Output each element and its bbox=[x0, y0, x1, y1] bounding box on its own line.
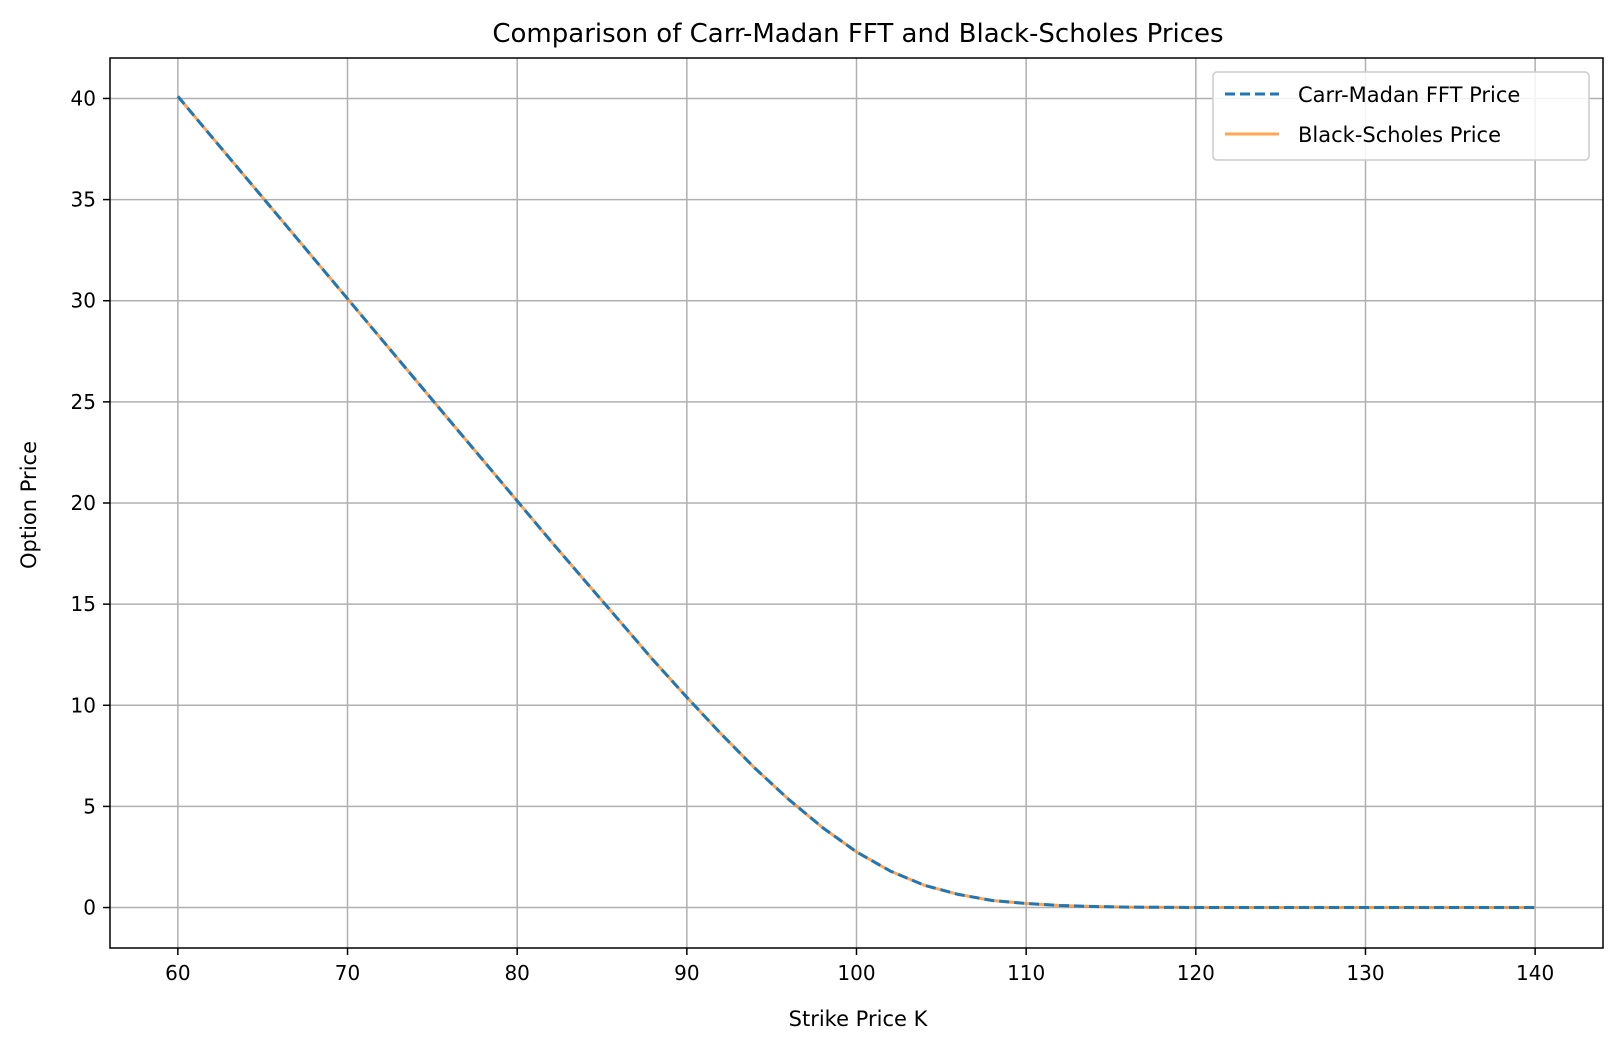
chart-title: Comparison of Carr-Madan FFT and Black-S… bbox=[492, 19, 1223, 49]
y-tick-label: 40 bbox=[71, 86, 96, 110]
legend: Carr-Madan FFT Price Black-Scholes Price bbox=[1212, 71, 1590, 161]
x-axis: 60 70 80 90 100 110 120 130 140 bbox=[165, 948, 1554, 985]
y-axis: 0 5 10 15 20 25 30 35 40 bbox=[71, 86, 110, 920]
x-tick-label: 80 bbox=[504, 961, 529, 985]
y-tick-label: 25 bbox=[71, 390, 96, 414]
y-tick-label: 30 bbox=[71, 289, 96, 313]
legend-label-black-scholes: Black-Scholes Price bbox=[1298, 123, 1501, 147]
x-tick-label: 90 bbox=[674, 961, 699, 985]
legend-label-carr-madan: Carr-Madan FFT Price bbox=[1298, 83, 1520, 107]
x-tick-label: 70 bbox=[335, 961, 360, 985]
series-line-carr-madan bbox=[176, 95, 1536, 909]
legend-box bbox=[1212, 71, 1590, 161]
x-tick-label: 100 bbox=[837, 961, 875, 985]
y-tick-label: 5 bbox=[83, 794, 96, 818]
x-tick-label: 140 bbox=[1516, 961, 1554, 985]
y-tick-label: 10 bbox=[71, 693, 96, 717]
y-tick-label: 15 bbox=[71, 592, 96, 616]
x-tick-label: 60 bbox=[165, 961, 190, 985]
x-tick-label: 120 bbox=[1177, 961, 1215, 985]
x-tick-label: 110 bbox=[1007, 961, 1045, 985]
y-tick-label: 20 bbox=[71, 491, 96, 515]
series-layer bbox=[176, 95, 1536, 909]
y-tick-label: 0 bbox=[83, 896, 96, 920]
grid bbox=[110, 58, 1603, 948]
x-axis-label: Strike Price K bbox=[789, 1007, 929, 1031]
y-tick-label: 35 bbox=[71, 188, 96, 212]
y-axis-label: Option Price bbox=[17, 441, 41, 569]
x-tick-label: 130 bbox=[1346, 961, 1384, 985]
